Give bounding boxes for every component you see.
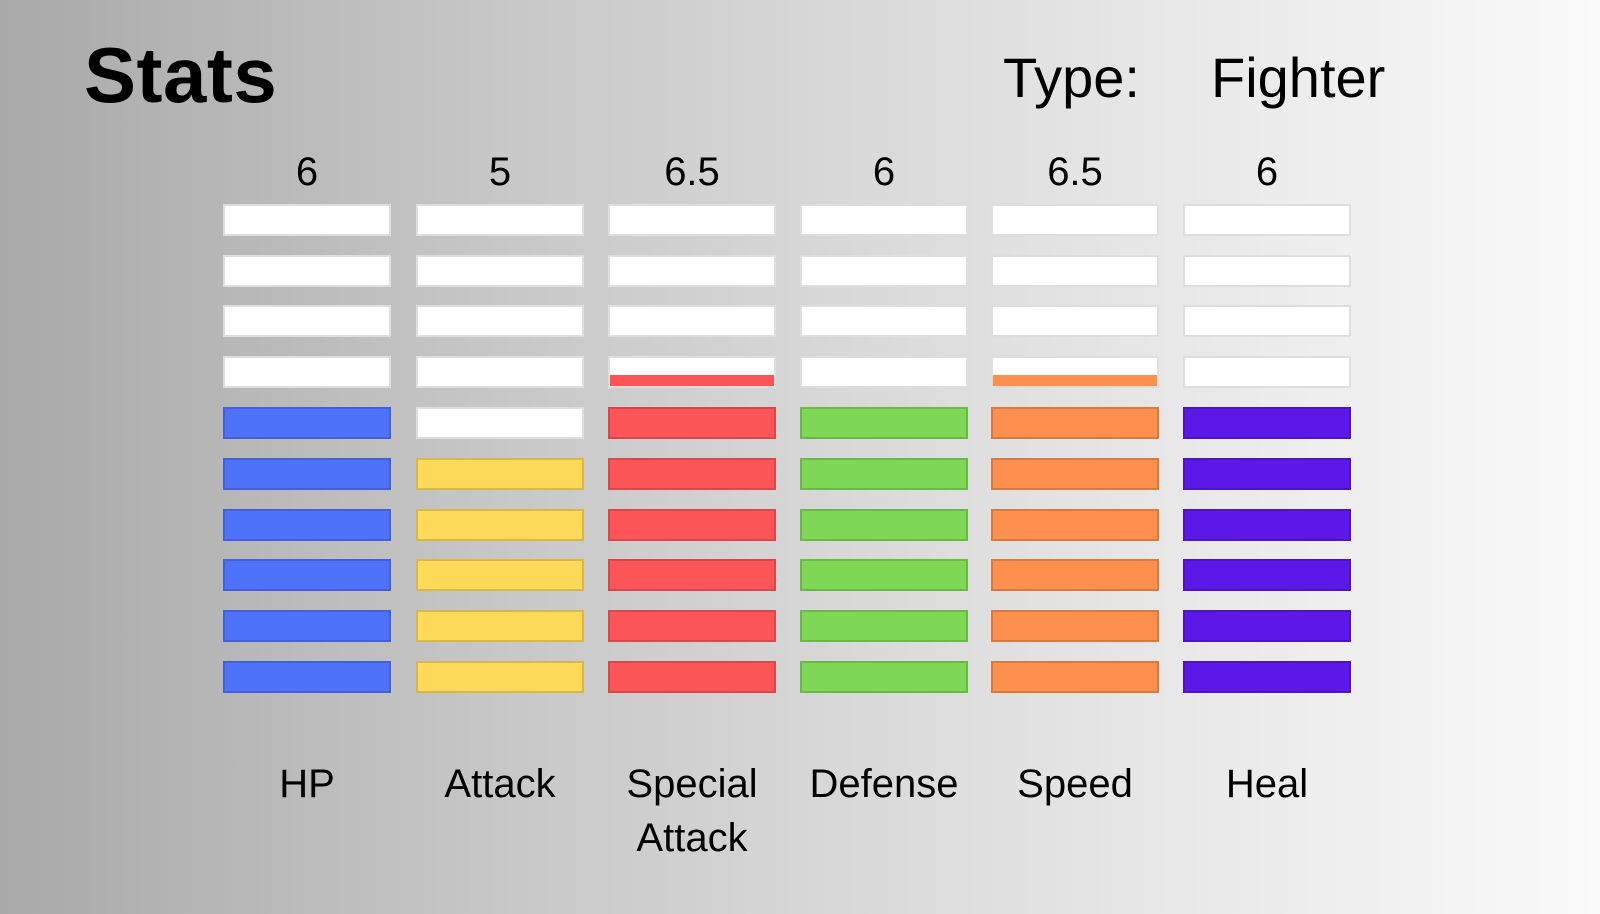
stat-bar-segment <box>991 356 1159 388</box>
stat-bar-segment <box>1183 255 1351 287</box>
stat-bar-segment <box>1183 559 1351 591</box>
stat-bar-segment <box>608 509 776 541</box>
stat-label-0: HP <box>279 762 335 806</box>
stat-bar-segment <box>800 661 968 693</box>
stat-value-1: 5 <box>488 150 512 194</box>
stat-value-0: 6 <box>295 150 319 194</box>
stat-bar-segment <box>608 255 776 287</box>
stat-bar-segment <box>1183 407 1351 439</box>
stat-label-4: Speed <box>1017 762 1133 806</box>
stat-bar-segment <box>416 407 584 439</box>
stat-bar-segment <box>223 407 391 439</box>
stat-bar-segment <box>416 356 584 388</box>
stat-bar-segment <box>608 661 776 693</box>
type-label: Type: <box>1003 46 1140 109</box>
stat-bar-segment <box>800 559 968 591</box>
stat-bar-segment <box>608 305 776 337</box>
stat-bar-segment <box>1183 204 1351 236</box>
type-value: Fighter <box>1211 46 1386 109</box>
stat-bar-segment <box>991 559 1159 591</box>
stat-bar-segment <box>991 661 1159 693</box>
stat-bar-segment <box>1183 661 1351 693</box>
stat-value-4: 6.5 <box>1047 150 1103 194</box>
stat-bar-segment <box>608 407 776 439</box>
stat-bar-segment <box>1183 610 1351 642</box>
stat-bar-segment <box>223 356 391 388</box>
stat-bar-segment <box>800 255 968 287</box>
stat-bar-segment <box>1183 305 1351 337</box>
stat-bar-segment <box>608 559 776 591</box>
stat-bar-segment <box>416 204 584 236</box>
stat-bar-segment <box>991 305 1159 337</box>
stat-bar-segment <box>416 255 584 287</box>
stat-bar-segment <box>991 255 1159 287</box>
stat-label-5: Heal <box>1225 762 1309 806</box>
stat-label-3: Defense <box>809 762 959 806</box>
stat-bar-segment <box>991 610 1159 642</box>
stat-bar-partial-fill <box>993 374 1157 386</box>
stat-bar-segment <box>608 356 776 388</box>
stat-label-2: Special Attack <box>626 762 758 860</box>
stat-value-2: 6.5 <box>664 150 720 194</box>
stat-bar-segment <box>416 661 584 693</box>
stat-bar-segment <box>991 509 1159 541</box>
stat-bar-segment <box>1183 356 1351 388</box>
stat-bar-segment <box>991 407 1159 439</box>
stat-bar-segment <box>223 204 391 236</box>
stat-bar-partial-fill <box>610 374 774 386</box>
stat-bar-segment <box>991 204 1159 236</box>
stat-bar-segment <box>223 661 391 693</box>
stat-bar-segment <box>416 559 584 591</box>
stat-bar-segment <box>416 509 584 541</box>
stat-bar-segment <box>991 458 1159 490</box>
stat-bar-segment <box>800 407 968 439</box>
stat-bar-segment <box>223 305 391 337</box>
stat-bar-segment <box>800 509 968 541</box>
stat-bar-segment <box>800 458 968 490</box>
page-title: Stats <box>84 31 278 119</box>
stat-value-5: 6 <box>1255 150 1279 194</box>
stat-bar-segment <box>608 458 776 490</box>
stat-bar-segment <box>223 610 391 642</box>
stat-bar-segment <box>800 356 968 388</box>
stat-bar-segment <box>223 255 391 287</box>
stat-bar-segment <box>416 610 584 642</box>
stat-bar-segment <box>223 458 391 490</box>
stat-bar-segment <box>1183 458 1351 490</box>
stat-bar-segment <box>416 458 584 490</box>
stat-bar-segment <box>608 610 776 642</box>
stat-label-1: Attack <box>444 762 556 806</box>
stat-bar-segment <box>223 559 391 591</box>
stat-bar-segment <box>223 509 391 541</box>
stat-bar-segment <box>800 305 968 337</box>
stat-bar-segment <box>800 610 968 642</box>
stat-value-3: 6 <box>872 150 896 194</box>
stat-bar-segment <box>608 204 776 236</box>
stat-bar-segment <box>1183 509 1351 541</box>
stat-bar-segment <box>800 204 968 236</box>
stat-bar-segment <box>416 305 584 337</box>
